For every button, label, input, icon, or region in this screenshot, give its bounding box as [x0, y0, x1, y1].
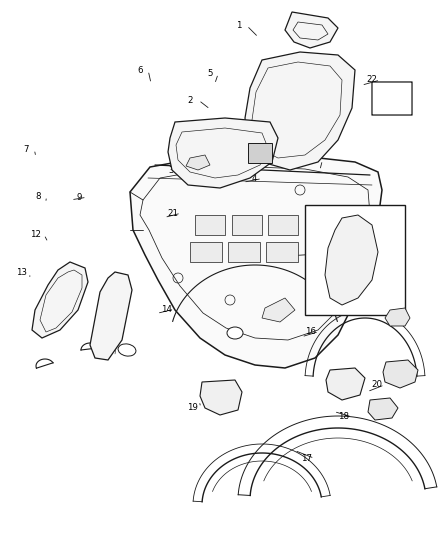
Polygon shape: [325, 252, 348, 272]
Polygon shape: [266, 242, 298, 262]
Polygon shape: [368, 398, 398, 420]
Text: 16: 16: [305, 327, 317, 336]
Text: 6: 6: [138, 66, 143, 75]
Text: 1: 1: [236, 21, 241, 30]
Polygon shape: [90, 272, 132, 360]
Polygon shape: [245, 52, 355, 170]
Polygon shape: [325, 215, 378, 305]
Polygon shape: [305, 215, 330, 235]
Text: 3: 3: [168, 166, 173, 175]
Polygon shape: [383, 360, 418, 388]
Text: 14: 14: [161, 305, 172, 313]
Text: 19: 19: [187, 403, 198, 412]
Polygon shape: [190, 242, 222, 262]
Polygon shape: [168, 118, 278, 188]
Polygon shape: [326, 368, 365, 400]
Text: 7: 7: [24, 145, 29, 154]
Text: 20: 20: [371, 381, 382, 389]
Text: 12: 12: [30, 230, 42, 239]
Text: 8: 8: [36, 192, 41, 200]
Text: 17: 17: [301, 454, 312, 463]
Polygon shape: [385, 308, 410, 326]
Polygon shape: [130, 155, 382, 368]
Text: 15: 15: [353, 298, 365, 307]
Polygon shape: [232, 215, 262, 235]
Text: 10: 10: [309, 156, 320, 164]
FancyBboxPatch shape: [372, 82, 412, 115]
Polygon shape: [200, 380, 242, 415]
Text: 5: 5: [208, 69, 213, 78]
Text: 4: 4: [251, 174, 257, 183]
Text: 18: 18: [338, 413, 350, 421]
Polygon shape: [325, 228, 348, 248]
Polygon shape: [268, 215, 298, 235]
Text: 9: 9: [76, 193, 81, 201]
Ellipse shape: [227, 327, 243, 339]
Text: 21: 21: [167, 209, 179, 217]
Polygon shape: [262, 298, 295, 322]
Polygon shape: [195, 215, 225, 235]
Text: 22: 22: [367, 76, 378, 84]
Polygon shape: [186, 155, 210, 170]
Bar: [305, 205, 405, 315]
Text: 13: 13: [16, 269, 28, 277]
Polygon shape: [228, 242, 260, 262]
Ellipse shape: [118, 344, 136, 356]
Polygon shape: [248, 143, 272, 163]
Polygon shape: [285, 12, 338, 48]
Polygon shape: [32, 262, 88, 338]
Text: 2: 2: [188, 96, 193, 104]
Text: 11: 11: [362, 246, 374, 255]
